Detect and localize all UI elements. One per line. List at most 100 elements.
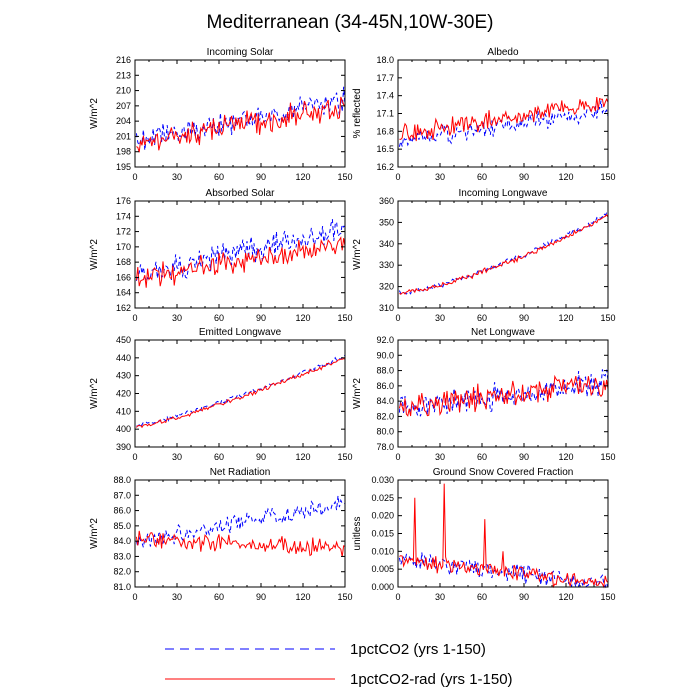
y-tick-label: 176 bbox=[116, 196, 131, 206]
x-tick-label: 60 bbox=[477, 172, 487, 182]
x-tick-label: 150 bbox=[337, 313, 352, 323]
x-tick-label: 90 bbox=[256, 172, 266, 182]
plot-frame bbox=[397, 200, 609, 309]
x-tick-label: 0 bbox=[395, 592, 400, 602]
y-axis-label: W/m^2 bbox=[352, 378, 363, 409]
y-tick-label: 0.015 bbox=[371, 529, 394, 539]
y-tick-label: 82.0 bbox=[376, 411, 394, 421]
x-tick-label: 150 bbox=[600, 313, 615, 323]
y-axis-label: W/m^2 bbox=[89, 518, 100, 549]
x-tick-label: 120 bbox=[295, 452, 310, 462]
y-tick-label: 88.0 bbox=[376, 366, 394, 376]
x-tick-label: 90 bbox=[256, 452, 266, 462]
x-tick-label: 120 bbox=[558, 313, 573, 323]
x-tick-label: 120 bbox=[558, 452, 573, 462]
panel-title: Incoming Longwave bbox=[459, 188, 548, 199]
y-tick-label: 213 bbox=[116, 70, 131, 80]
y-tick-label: 198 bbox=[116, 147, 131, 157]
y-tick-label: 410 bbox=[116, 406, 131, 416]
legend-label-1pctco2: 1pctCO2 (yrs 1-150) bbox=[350, 641, 486, 658]
x-tick-label: 60 bbox=[214, 452, 224, 462]
panel-title: Net Longwave bbox=[471, 327, 535, 338]
x-tick-label: 30 bbox=[172, 313, 182, 323]
y-tick-label: 16.5 bbox=[376, 144, 394, 154]
plot-frame bbox=[397, 59, 609, 168]
legend-label-1pctco2-rad: 1pctCO2-rad (yrs 1-150) bbox=[350, 671, 513, 688]
series-line-1pctco2 bbox=[136, 354, 346, 428]
series-line-1pctco2 bbox=[398, 100, 609, 147]
x-tick-label: 60 bbox=[214, 592, 224, 602]
y-axis-label: W/m^2 bbox=[89, 378, 100, 409]
x-tick-label: 30 bbox=[172, 592, 182, 602]
x-tick-label: 30 bbox=[172, 172, 182, 182]
panel-net-radiation: Net Radiation W/m^2 0 30 60 90 120 150 81.0 82.0 8… bbox=[89, 467, 353, 602]
plot-frame bbox=[134, 200, 346, 309]
y-axis-label: unitless bbox=[352, 517, 363, 551]
y-tick-label: 320 bbox=[379, 282, 394, 292]
series-line-1pctco2 bbox=[135, 495, 346, 548]
y-tick-label: 18.0 bbox=[376, 55, 394, 65]
y-tick-label: 420 bbox=[116, 389, 131, 399]
series-line-1pctco2-rad bbox=[136, 96, 346, 153]
x-tick-label: 90 bbox=[519, 313, 529, 323]
y-tick-label: 0.005 bbox=[371, 564, 394, 574]
series-line-1pctco2 bbox=[398, 212, 609, 295]
x-tick-label: 90 bbox=[256, 592, 266, 602]
series-line-1pctco2 bbox=[398, 552, 609, 589]
y-tick-label: 88.0 bbox=[113, 475, 131, 485]
y-tick-label: 340 bbox=[379, 239, 394, 249]
panel-title: Absorbed Solar bbox=[206, 188, 276, 199]
x-tick-label: 30 bbox=[435, 452, 445, 462]
x-tick-label: 30 bbox=[435, 172, 445, 182]
series-line-1pctco2-rad bbox=[399, 483, 609, 589]
panel-albedo: Albedo % reflected 0 30 60 90 120 150 16.2 16.5 16… bbox=[352, 47, 616, 182]
y-tick-label: 80.0 bbox=[376, 427, 394, 437]
y-tick-label: 0.025 bbox=[371, 493, 394, 503]
panel-incoming-solar: Incoming Solar W/m^2 0 30 60 90 120 150 195 198 20… bbox=[89, 47, 353, 182]
x-tick-label: 0 bbox=[395, 313, 400, 323]
y-tick-label: 216 bbox=[116, 55, 131, 65]
x-tick-label: 150 bbox=[600, 172, 615, 182]
x-tick-label: 0 bbox=[132, 172, 137, 182]
x-tick-label: 90 bbox=[519, 592, 529, 602]
plot-frame bbox=[397, 339, 609, 448]
y-axis-label: W/m^2 bbox=[89, 98, 100, 129]
y-tick-label: 81.0 bbox=[113, 582, 131, 592]
y-tick-label: 350 bbox=[379, 217, 394, 227]
panel-title: Albedo bbox=[487, 47, 519, 58]
x-tick-label: 150 bbox=[337, 592, 352, 602]
x-tick-label: 120 bbox=[295, 592, 310, 602]
y-tick-label: 82.0 bbox=[113, 567, 131, 577]
y-tick-label: 390 bbox=[116, 442, 131, 452]
y-tick-label: 17.4 bbox=[376, 91, 394, 101]
y-tick-label: 85.0 bbox=[113, 521, 131, 531]
y-tick-label: 83.0 bbox=[113, 551, 131, 561]
y-tick-label: 170 bbox=[116, 242, 131, 252]
plot-frame bbox=[397, 479, 609, 588]
x-tick-label: 90 bbox=[256, 313, 266, 323]
series-line-1pctco2-rad bbox=[399, 97, 609, 142]
x-tick-label: 120 bbox=[295, 313, 310, 323]
y-tick-label: 0.030 bbox=[371, 475, 394, 485]
x-tick-label: 0 bbox=[132, 592, 137, 602]
x-tick-label: 60 bbox=[477, 452, 487, 462]
y-tick-label: 210 bbox=[116, 86, 131, 96]
x-tick-label: 60 bbox=[214, 172, 224, 182]
x-tick-label: 150 bbox=[600, 592, 615, 602]
x-tick-label: 60 bbox=[214, 313, 224, 323]
y-tick-label: 0.000 bbox=[371, 582, 394, 592]
y-tick-label: 201 bbox=[116, 131, 131, 141]
x-tick-label: 30 bbox=[172, 452, 182, 462]
x-tick-label: 150 bbox=[600, 452, 615, 462]
y-tick-label: 330 bbox=[379, 260, 394, 270]
y-tick-label: 207 bbox=[116, 101, 131, 111]
x-tick-label: 90 bbox=[519, 172, 529, 182]
panel-net-longwave: Net Longwave W/m^2 0 30 60 90 120 150 78.0 80.0 82… bbox=[352, 327, 616, 462]
y-tick-label: 166 bbox=[116, 272, 131, 282]
panel-title: Net Radiation bbox=[210, 467, 271, 478]
x-tick-label: 150 bbox=[337, 452, 352, 462]
plot-frame bbox=[134, 479, 346, 588]
x-tick-label: 120 bbox=[558, 172, 573, 182]
x-tick-label: 120 bbox=[558, 592, 573, 602]
